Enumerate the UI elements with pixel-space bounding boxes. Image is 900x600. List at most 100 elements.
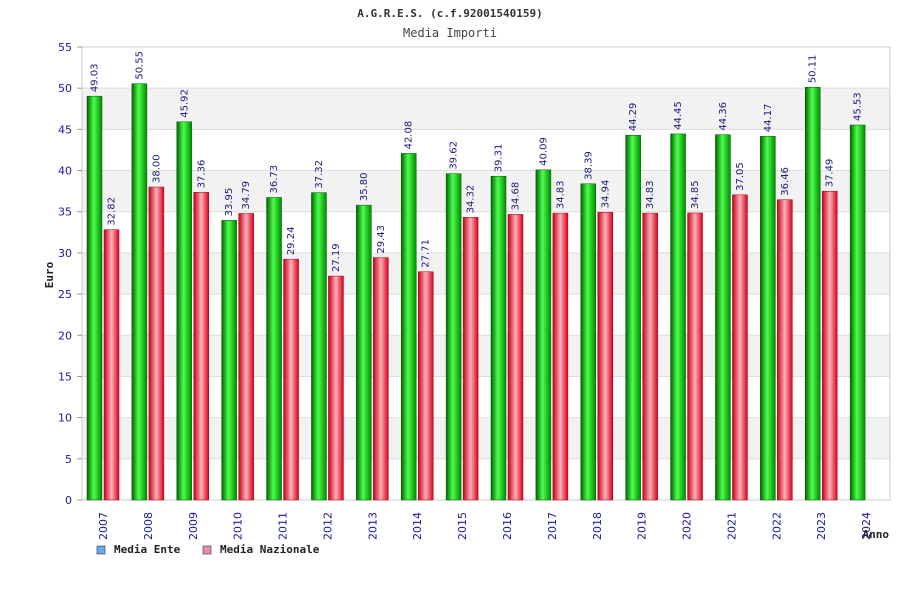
bar-media-nazionale-2011 [283,258,299,501]
x-tick-label-2019: 2019 [636,512,649,540]
x-axis-ticks: 2007 2008 2009 2010 2011 2012 2013 2014 2015 2016… [97,512,873,540]
bar-media-ente-2023 [804,87,821,501]
bars [86,83,866,501]
y-axis-label: Euro [43,261,56,288]
bar-media-ente-2007 [86,95,103,501]
value-label-media-ente-2011: 36.73 [269,165,280,194]
y-tick-label: 0 [65,494,72,507]
bar-media-ente-2009 [176,121,193,501]
value-label-media-nazionale-2022: 36.46 [780,167,791,196]
value-label-media-ente-2018: 38.39 [583,151,594,180]
bar-media-nazionale-2021 [732,194,748,501]
y-tick-label: 55 [58,41,72,54]
bar-media-nazionale-2018 [597,211,614,501]
x-tick-label-2018: 2018 [591,512,604,540]
x-tick-label-2020: 2020 [681,512,694,540]
grid-band [82,335,890,377]
x-tick-label-2021: 2021 [725,512,738,540]
y-tick-label: 20 [58,329,72,342]
y-tick-label: 30 [58,247,72,260]
bar-media-nazionale-2008 [148,186,165,501]
x-tick-label-2014: 2014 [411,512,424,540]
value-labels: 49.03 32.82 50.55 38.00 45.92 37.36 33.95 34.79… [90,51,864,272]
legend: Media Ente Media Nazionale [96,543,320,556]
legend-swatch-media-nazionale [202,545,212,555]
value-label-media-ente-2009: 45.92 [179,89,190,118]
bar-media-nazionale-2022 [777,199,793,501]
y-tick-label: 5 [65,453,72,466]
value-label-media-nazionale-2015: 34.32 [466,185,477,214]
value-label-media-ente-2022: 44.17 [763,104,774,133]
value-label-media-nazionale-2018: 34.94 [600,180,611,209]
value-label-media-ente-2015: 39.62 [449,141,460,170]
chart-subtitle: Media Importi [403,26,497,40]
value-label-media-nazionale-2019: 34.83 [645,180,656,209]
legend-swatch-media-ente [96,545,106,555]
bar-media-ente-2012 [311,192,327,501]
value-label-media-ente-2008: 50.55 [134,51,145,80]
bar-media-ente-2019 [625,134,641,501]
value-label-media-ente-2020: 44.45 [673,101,684,130]
x-tick-label-2011: 2011 [277,512,290,540]
value-label-media-ente-2016: 39.31 [494,144,505,173]
bar-media-nazionale-2013 [373,257,389,501]
value-label-media-ente-2024: 45.53 [853,92,864,121]
value-label-media-nazionale-2009: 37.36 [196,160,207,189]
x-tick-label-2016: 2016 [501,512,514,540]
bar-media-nazionale-2014 [417,271,434,501]
x-tick-label-2015: 2015 [456,512,469,540]
plot-area-frame [81,46,891,501]
value-label-media-ente-2021: 44.36 [718,102,729,131]
bar-media-ente-2013 [356,204,372,501]
value-label-media-ente-2012: 37.32 [314,160,325,189]
value-label-media-nazionale-2007: 32.82 [107,197,118,226]
bar-media-nazionale-2010 [238,213,254,501]
y-tick-label: 40 [58,165,72,178]
grid-band [82,252,890,295]
chart-title: A.G.R.E.S. (c.f.92001540159) [357,7,542,20]
grid-bands [82,88,890,459]
x-axis-label: Anno [863,528,890,541]
value-label-media-nazionale-2023: 37.49 [825,159,836,188]
bar-media-nazionale-2019 [642,212,658,501]
y-tick-label: 25 [58,288,72,301]
bar-media-ente-2014 [400,153,417,501]
bar-media-nazionale-2016 [507,214,524,501]
bar-media-nazionale-2020 [687,212,703,501]
value-label-media-ente-2023: 50.11 [808,55,819,84]
y-tick-label: 50 [58,82,72,95]
legend-label-media-ente: Media Ente [114,543,181,556]
value-label-media-nazionale-2020: 34.85 [690,180,701,209]
bar-media-ente-2010 [221,220,237,501]
value-label-media-nazionale-2013: 29.43 [376,225,387,254]
bar-media-ente-2017 [535,169,552,501]
value-label-media-nazionale-2011: 29.24 [286,227,297,256]
value-label-media-ente-2014: 42.08 [404,121,415,150]
bar-media-ente-2021 [715,134,731,501]
value-label-media-ente-2010: 33.95 [224,188,235,217]
value-label-media-ente-2007: 49.03 [90,64,101,93]
x-tick-label-2022: 2022 [770,512,783,540]
value-label-media-nazionale-2017: 34.83 [555,180,566,209]
value-label-media-ente-2017: 40.09 [538,137,549,166]
value-label-media-nazionale-2010: 34.79 [241,181,252,210]
bar-media-nazionale-2017 [552,212,569,501]
y-axis-ticks: 0 5 10 15 20 25 30 35 40 45 50 55 [58,41,82,507]
bar-media-ente-2008 [131,83,148,501]
y-tick-label: 15 [58,370,72,383]
value-label-media-nazionale-2021: 37.05 [735,162,746,191]
value-label-media-nazionale-2008: 38.00 [151,154,162,183]
bar-media-ente-2011 [266,197,282,501]
value-label-media-ente-2019: 44.29 [628,103,639,132]
bar-media-nazionale-2015 [462,217,479,501]
value-label-media-nazionale-2012: 27.19 [331,243,342,272]
bar-media-nazionale-2023 [821,190,838,501]
x-tick-label-2017: 2017 [546,512,559,540]
grid-band [82,170,890,212]
bar-media-ente-2020 [670,133,686,501]
bar-media-ente-2018 [580,183,597,501]
x-tick-label-2009: 2009 [187,512,200,540]
grid-band [82,417,890,459]
x-tick-label-2007: 2007 [97,512,110,540]
